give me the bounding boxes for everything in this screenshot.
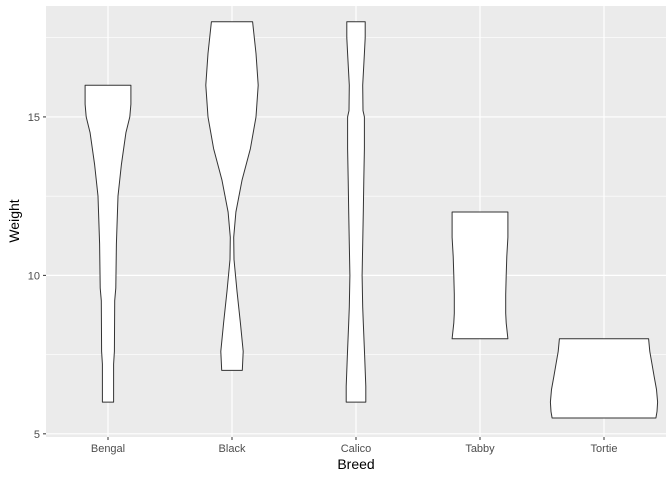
y-tick-label: 15 xyxy=(28,112,40,124)
x-tick-label: Bengal xyxy=(91,443,125,455)
x-tick-label: Black xyxy=(219,443,246,455)
y-tick-label: 10 xyxy=(28,270,40,282)
y-tick-label: 5 xyxy=(34,429,40,441)
violin-tortie xyxy=(549,338,659,419)
y-axis-title: Weight xyxy=(6,199,22,242)
x-axis-title: Breed xyxy=(337,456,374,472)
x-tick-label: Calico xyxy=(341,443,372,455)
violins xyxy=(84,21,659,419)
violin-bengal xyxy=(84,84,132,403)
axes: 5 10 15 Bengal Black Calico Tabby Tortie xyxy=(28,112,618,455)
x-tick-label: Tortie xyxy=(591,443,618,455)
violin-black xyxy=(205,21,259,371)
violin-calico xyxy=(345,21,367,403)
violin-tabby xyxy=(451,211,509,340)
x-tick-label: Tabby xyxy=(465,443,495,455)
